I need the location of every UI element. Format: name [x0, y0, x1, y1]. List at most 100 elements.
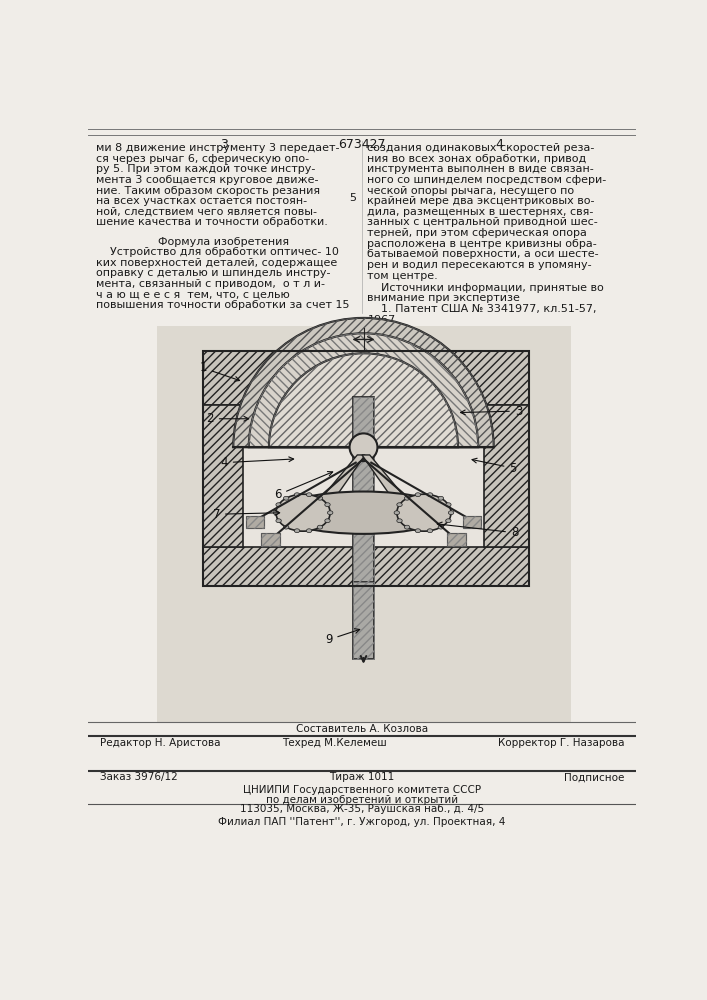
Ellipse shape [273, 511, 279, 515]
Ellipse shape [397, 519, 402, 523]
Text: на всех участках остается постоян-: на всех участках остается постоян- [96, 196, 308, 206]
Text: 673427: 673427 [338, 138, 386, 151]
Polygon shape [362, 455, 418, 513]
Bar [203, 351, 529, 405]
Text: создания одинаковых скоростей реза-: создания одинаковых скоростей реза- [368, 143, 595, 153]
Text: мента 3 сообщается круговое движе-: мента 3 сообщается круговое движе- [96, 175, 319, 185]
Ellipse shape [317, 496, 322, 500]
Ellipse shape [427, 529, 433, 533]
Text: 5: 5 [349, 193, 356, 203]
Text: ми 8 движение инструменту 3 передает-: ми 8 движение инструменту 3 передает- [96, 143, 339, 153]
Text: шение качества и точности обработки.: шение качества и точности обработки. [96, 217, 328, 227]
Text: мента, связанный с приводом,  о т л и-: мента, связанный с приводом, о т л и- [96, 279, 325, 289]
Bar [448, 533, 466, 546]
Text: дила, размещенных в шестернях, свя-: дила, размещенных в шестернях, свя- [368, 207, 594, 217]
Polygon shape [309, 455, 365, 513]
Text: ру 5. При этом каждой точке инстру-: ру 5. При этом каждой точке инстру- [96, 164, 315, 174]
Text: Подписное: Подписное [564, 772, 625, 782]
Ellipse shape [325, 503, 330, 507]
Ellipse shape [279, 492, 449, 534]
Text: 4: 4 [495, 138, 503, 151]
Text: крайней мере два эксцентриковых во-: крайней мере два эксцентриковых во- [368, 196, 595, 206]
Ellipse shape [325, 519, 330, 523]
Wedge shape [269, 353, 458, 447]
Text: 2: 2 [206, 412, 249, 425]
Ellipse shape [404, 496, 410, 500]
Ellipse shape [276, 494, 330, 531]
Text: 5: 5 [472, 458, 517, 475]
Text: по делам изобретений и открытий: по делам изобретений и открытий [266, 795, 458, 805]
Ellipse shape [415, 529, 421, 533]
Text: ЦНИИПИ Государственного комитета СССР: ЦНИИПИ Государственного комитета СССР [243, 785, 481, 795]
Text: Устройство для обработки оптичес- 10: Устройство для обработки оптичес- 10 [96, 247, 339, 257]
Text: 8: 8 [437, 522, 518, 539]
Bar [353, 397, 374, 586]
Bar [462, 516, 481, 528]
Ellipse shape [284, 496, 289, 500]
Text: Источники информации, принятые во: Источники информации, принятые во [368, 283, 604, 293]
Text: 1967.: 1967. [368, 315, 399, 325]
Text: повышения точности обработки за счет 15: повышения точности обработки за счет 15 [96, 300, 350, 310]
Ellipse shape [294, 529, 300, 533]
Text: оправку с деталью и шпиндель инстру-: оправку с деталью и шпиндель инстру- [96, 268, 331, 278]
Bar [448, 533, 466, 546]
Text: Редактор Н. Аристова: Редактор Н. Аристова [100, 738, 221, 748]
Text: внимание при экспертизе: внимание при экспертизе [368, 293, 520, 303]
Bar [203, 351, 529, 586]
Circle shape [349, 433, 378, 461]
Ellipse shape [438, 525, 443, 529]
Text: ного со шпинделем посредством сфери-: ного со шпинделем посредством сфери- [368, 175, 607, 185]
Text: 7: 7 [213, 508, 280, 521]
Text: том центре.: том центре. [368, 271, 438, 281]
Text: 1: 1 [199, 361, 240, 381]
Ellipse shape [306, 493, 312, 497]
Bar [484, 405, 529, 547]
Ellipse shape [327, 511, 333, 515]
Text: d: d [368, 329, 375, 339]
Text: ние. Таким образом скорость резания: ние. Таким образом скорость резания [96, 186, 320, 196]
Ellipse shape [448, 511, 454, 515]
Text: терней, при этом сферическая опора: терней, при этом сферическая опора [368, 228, 588, 238]
Text: 3: 3 [220, 138, 228, 151]
Wedge shape [249, 333, 478, 447]
Bar [243, 405, 484, 547]
Text: 6: 6 [274, 472, 333, 501]
Text: занных с центральной приводной шес-: занных с центральной приводной шес- [368, 217, 598, 227]
Text: Составитель А. Козлова: Составитель А. Козлова [296, 724, 428, 734]
Bar [246, 516, 264, 528]
Text: Техред М.Келемеш: Техред М.Келемеш [282, 738, 387, 748]
Ellipse shape [276, 519, 281, 523]
Text: Корректор Г. Назарова: Корректор Г. Назарова [498, 738, 625, 748]
Bar [353, 582, 374, 659]
Text: ной, следствием чего является повы-: ной, следствием чего является повы- [96, 207, 317, 217]
Text: Формула изобретения: Формула изобретения [158, 237, 290, 247]
Ellipse shape [397, 494, 451, 531]
Wedge shape [233, 318, 493, 447]
Ellipse shape [438, 496, 443, 500]
Text: расположена в центре кривизны обра-: расположена в центре кривизны обра- [368, 239, 597, 249]
Ellipse shape [276, 503, 281, 507]
Ellipse shape [397, 503, 402, 507]
Text: Тираж 1011: Тираж 1011 [329, 772, 395, 782]
Ellipse shape [294, 493, 300, 497]
Text: Заказ 3976/12: Заказ 3976/12 [100, 772, 177, 782]
Ellipse shape [404, 525, 410, 529]
Ellipse shape [445, 519, 451, 523]
Ellipse shape [445, 503, 451, 507]
Text: ческой опоры рычага, несущего по: ческой опоры рычага, несущего по [368, 186, 575, 196]
Ellipse shape [317, 525, 322, 529]
Text: рен и водил пересекаются в упомяну-: рен и водил пересекаются в упомяну- [368, 260, 592, 270]
Bar [203, 405, 243, 547]
Bar [462, 516, 481, 528]
Text: 113035, Москва, Ж-35, Раушская наб., д. 4/5: 113035, Москва, Ж-35, Раушская наб., д. … [240, 804, 484, 814]
Bar [353, 397, 374, 586]
Bar [203, 547, 529, 586]
Ellipse shape [394, 511, 399, 515]
Text: ких поверхностей деталей, содержащее: ких поверхностей деталей, содержащее [96, 258, 337, 268]
Text: ся через рычаг 6, сферическую опо-: ся через рычаг 6, сферическую опо- [96, 154, 309, 164]
Bar [261, 533, 280, 546]
Text: 4: 4 [221, 456, 293, 469]
Bar [261, 533, 280, 546]
Text: ния во всех зонах обработки, привод: ния во всех зонах обработки, привод [368, 154, 587, 164]
Ellipse shape [415, 493, 421, 497]
